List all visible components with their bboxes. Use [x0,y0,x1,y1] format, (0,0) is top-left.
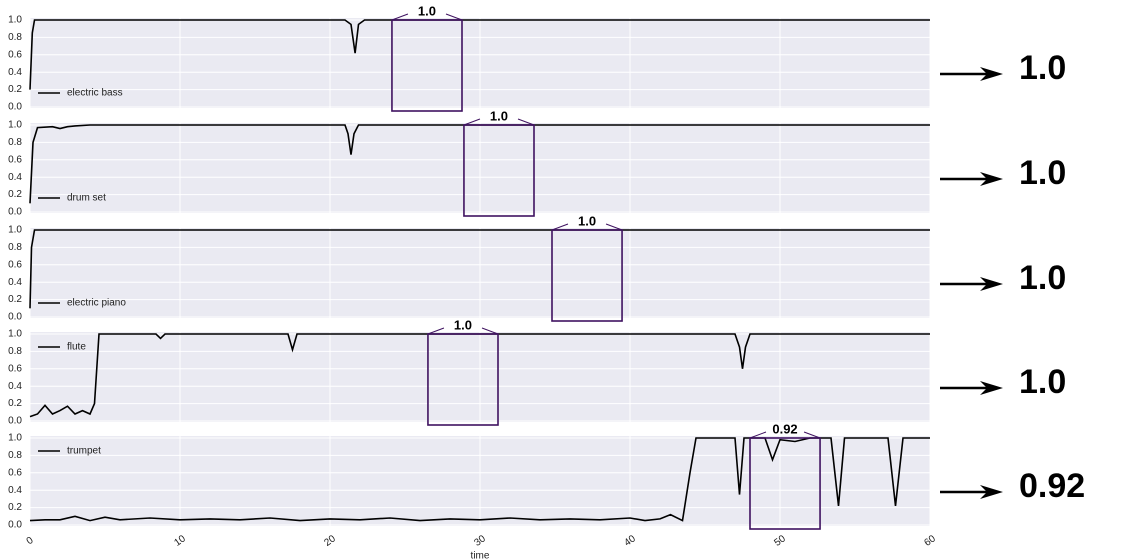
y-tick-label: 0.2 [8,84,22,95]
legend-label: electric bass [67,88,123,99]
highlight-label: 1.0 [454,317,472,332]
highlight-label: 1.0 [578,213,596,228]
series-line [29,333,930,418]
highlight-box [391,19,463,112]
y-tick-label: 0.4 [8,172,22,183]
y-tick-label: 0.8 [8,137,22,148]
highlight-box [427,333,499,426]
x-axis-title: time [471,551,490,559]
highlight-bracket [427,327,499,335]
score: 1.0 [1019,259,1066,297]
score: 1.0 [1019,154,1066,192]
series-line [29,437,930,522]
score: 1.0 [1019,49,1066,87]
y-tick-label: 0.6 [8,467,22,478]
y-tick-label: 0.2 [8,502,22,513]
y-tick-label: 0.4 [8,277,22,288]
y-tick-label: 0.0 [8,416,22,427]
legend-label: electric piano [67,298,126,309]
x-tick-label: 20 [322,533,338,549]
series-line [29,19,930,90]
x-tick-label: 0 [25,535,36,547]
y-tick-label: 0.0 [8,312,22,323]
y-tick-label: 1.0 [8,433,22,444]
highlight-bracket [749,431,821,439]
highlight-box [749,437,821,530]
y-tick-label: 0.0 [8,520,22,531]
arrow-head [980,381,1003,395]
y-tick-label: 0.6 [8,49,22,60]
y-tick-label: 1.0 [8,329,22,340]
y-tick-label: 0.2 [8,189,22,200]
y-tick-label: 0.2 [8,398,22,409]
y-tick-label: 0.0 [8,207,22,218]
y-tick-label: 0.8 [8,450,22,461]
y-tick-label: 0.2 [8,294,22,305]
highlight-bracket [551,223,623,231]
legend-label: drum set [67,193,106,204]
highlight-bracket [463,118,535,126]
x-tick-label: 60 [922,533,938,549]
y-tick-label: 0.8 [8,346,22,357]
score: 1.0 [1019,363,1066,401]
arrow-head [980,485,1003,499]
highlight-box [463,124,535,217]
y-tick-label: 1.0 [8,225,22,236]
x-tick-label: 30 [472,533,488,549]
highlight-bracket [391,13,463,21]
highlight-label: 0.92 [772,421,797,436]
legend-label: flute [67,342,86,353]
y-tick-label: 1.0 [8,15,22,26]
y-tick-label: 0.0 [8,102,22,113]
highlight-box [551,229,623,322]
arrow-head [980,172,1003,186]
y-tick-label: 0.6 [8,259,22,270]
x-tick-label: 10 [172,533,188,549]
y-tick-label: 0.8 [8,32,22,43]
legend-label: trumpet [67,446,101,457]
y-tick-label: 0.4 [8,67,22,78]
series-line [29,124,930,204]
highlight-label: 1.0 [418,3,436,18]
y-tick-label: 0.6 [8,363,22,374]
score: 0.92 [1019,467,1085,505]
highlight-label: 1.0 [490,108,508,123]
y-tick-label: 0.4 [8,381,22,392]
series-line [29,229,930,309]
y-tick-label: 0.4 [8,485,22,496]
arrow-head [980,277,1003,291]
y-tick-label: 1.0 [8,120,22,131]
y-tick-label: 0.6 [8,154,22,165]
arrow-head [980,67,1003,81]
x-tick-label: 50 [772,533,788,549]
x-tick-label: 40 [622,533,638,549]
y-tick-label: 0.8 [8,242,22,253]
